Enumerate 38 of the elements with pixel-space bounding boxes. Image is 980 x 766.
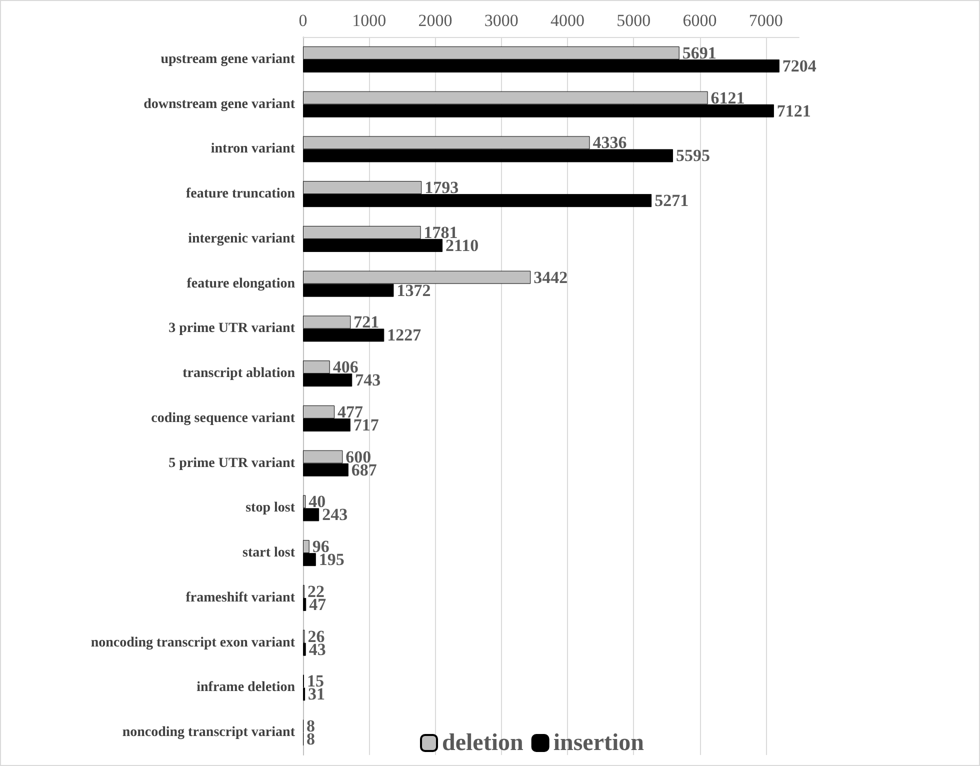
y-tick-label: downstream gene variant xyxy=(144,96,296,112)
data-label: 4336 xyxy=(592,133,627,152)
y-tick-label: feature truncation xyxy=(186,186,296,202)
data-label: 3442 xyxy=(534,268,568,287)
x-tick-label: 0 xyxy=(298,11,308,30)
y-tick-label: noncoding transcript exon variant xyxy=(90,635,296,650)
x-tick-label: 6000 xyxy=(682,11,717,30)
y-tick-label: transcript ablation xyxy=(182,366,296,382)
y-tick-label: stop lost xyxy=(246,500,296,516)
data-label: 1227 xyxy=(387,326,422,345)
y-tick-label: intron variant xyxy=(210,142,296,157)
x-tick-label: 7000 xyxy=(748,11,783,30)
y-tick-label: frameshift variant xyxy=(186,590,296,606)
y-tick-label: 3 prime UTR variant xyxy=(168,321,296,336)
y-tick-label: intergenic variant xyxy=(188,231,296,246)
y-tick-label: feature elongation xyxy=(186,276,296,292)
y-tick-label: coding sequence variant xyxy=(151,410,296,426)
x-tick-label: 1000 xyxy=(352,11,386,30)
data-label: 1793 xyxy=(424,178,459,198)
x-tick-label: 2000 xyxy=(418,11,452,30)
data-label: 6121 xyxy=(710,88,745,108)
y-tick-label: start lost xyxy=(242,546,296,561)
data-label: 721 xyxy=(354,312,380,332)
data-label: 7121 xyxy=(776,101,811,120)
x-tick-label: 5000 xyxy=(616,11,651,30)
legend-label: deletion xyxy=(442,730,524,756)
data-label: 5595 xyxy=(676,146,710,166)
data-label: 7204 xyxy=(782,56,817,76)
y-tick-label: inframe deletion xyxy=(196,680,296,696)
data-label: 1372 xyxy=(396,280,431,300)
data-label: 5271 xyxy=(654,191,689,210)
x-tick-label: 3000 xyxy=(484,11,518,30)
y-tick-label: noncoding transcript variant xyxy=(122,725,296,740)
y-tick-label: upstream gene variant xyxy=(160,52,296,67)
x-tick-label: 4000 xyxy=(550,11,585,30)
y-tick-label: 5 prime UTR variant xyxy=(168,456,296,471)
data-label: 5691 xyxy=(682,43,716,62)
legend-label: insertion xyxy=(553,730,644,756)
